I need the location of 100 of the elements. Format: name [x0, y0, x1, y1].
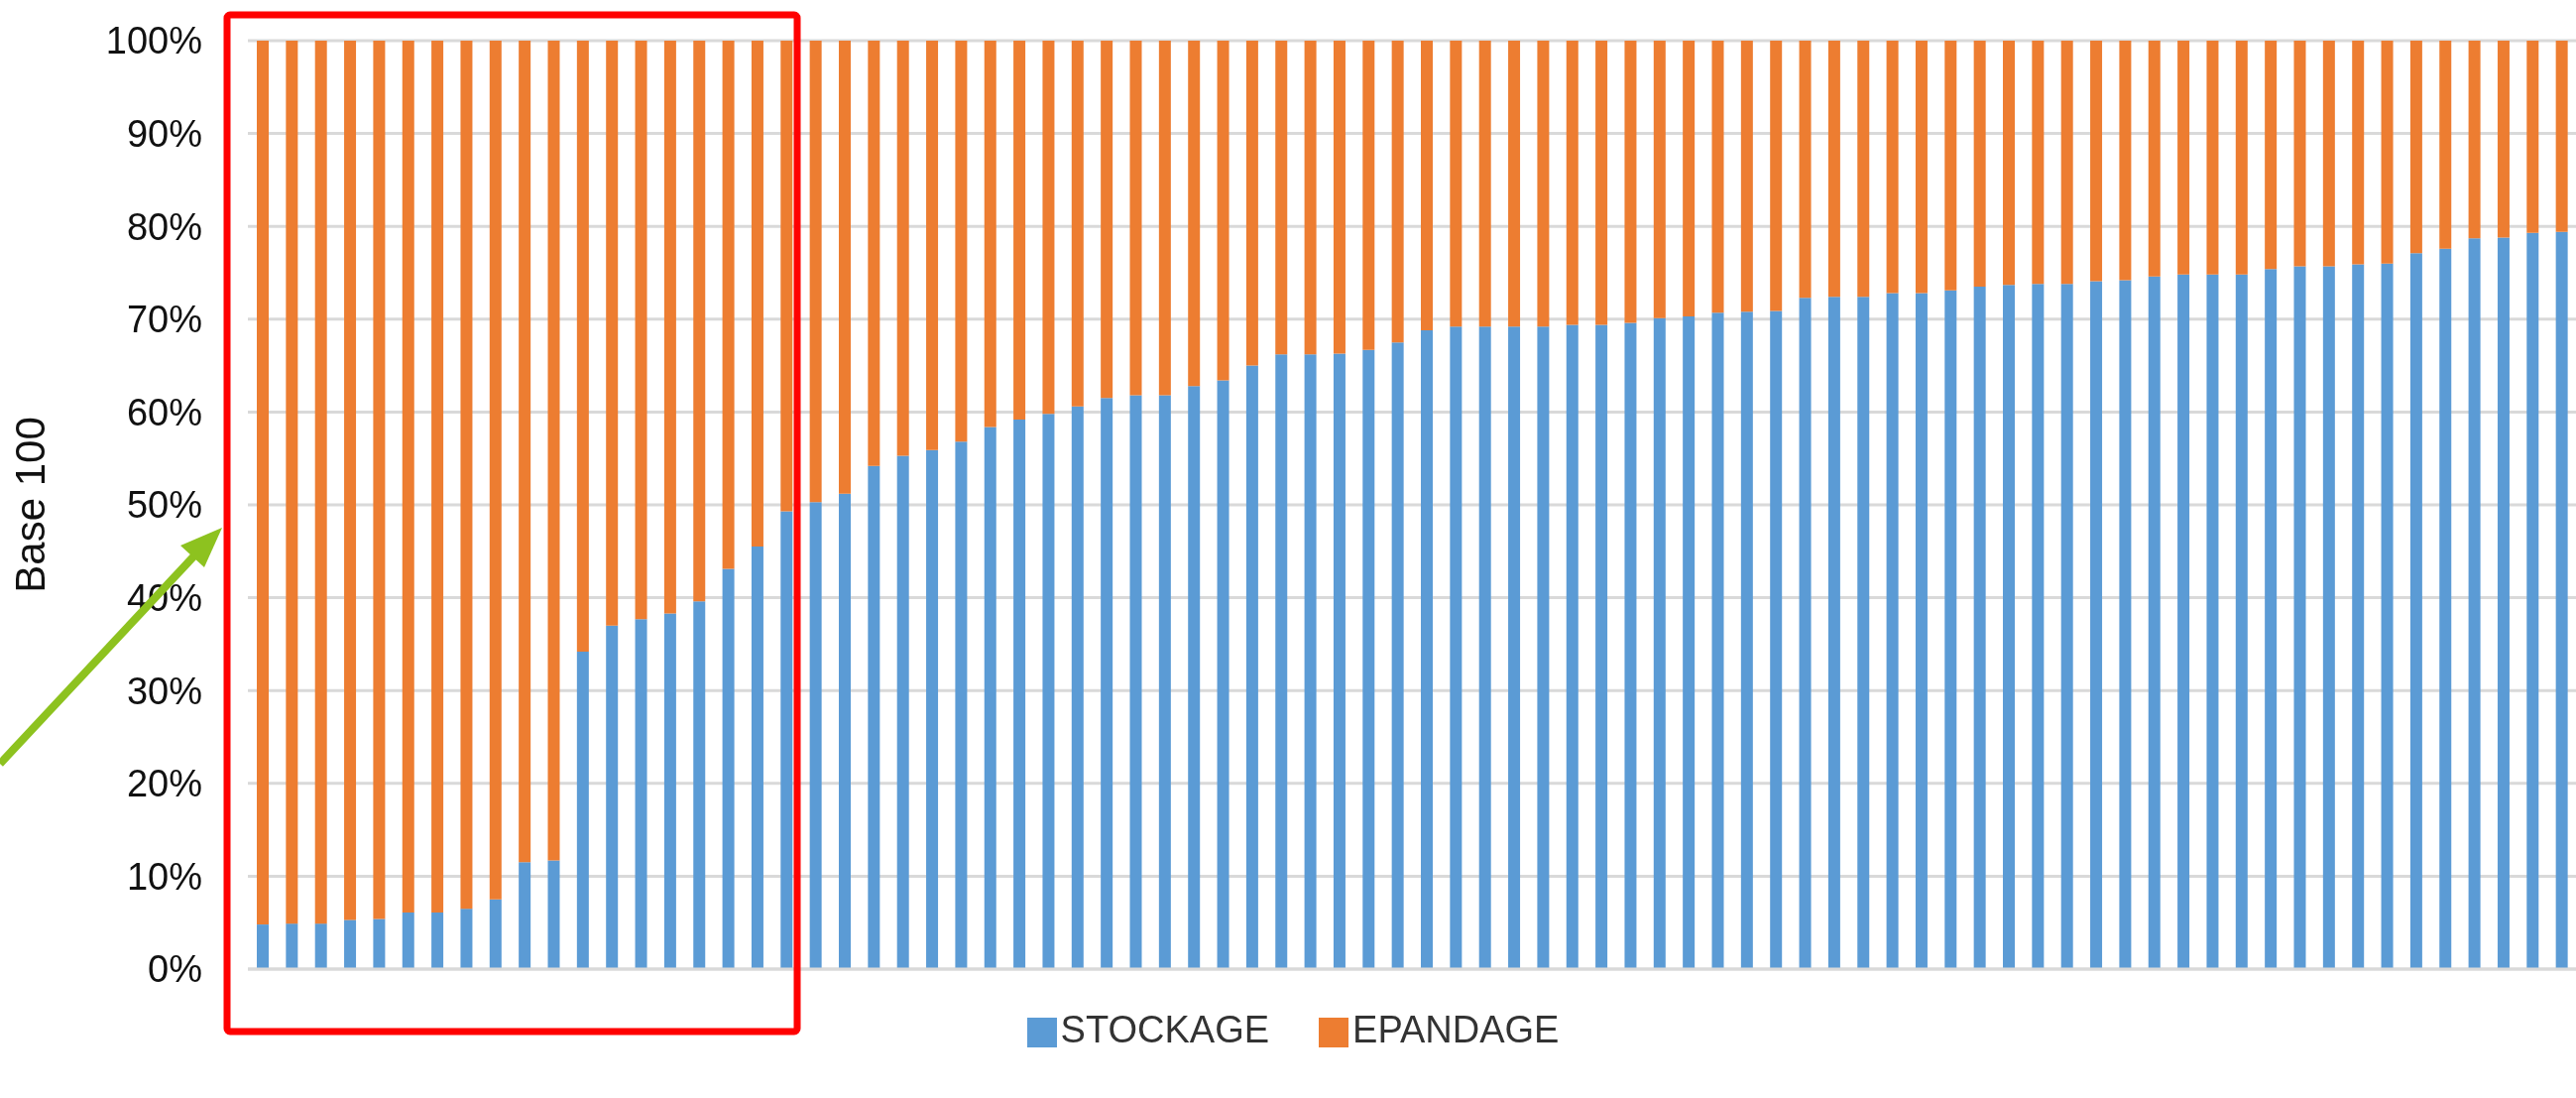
bar: [1158, 41, 1171, 396]
bar: [780, 511, 793, 969]
bar: [1683, 315, 1696, 969]
bar: [2409, 41, 2422, 254]
bar: [373, 918, 386, 969]
bar: [1944, 290, 1957, 969]
bar: [722, 568, 735, 969]
y-tick-label: 30%: [126, 670, 202, 712]
bar: [2293, 266, 2306, 969]
bar: [2497, 237, 2510, 969]
y-tick-label: 80%: [126, 205, 202, 248]
bar: [1653, 41, 1666, 318]
legend-label: EPANDAGE: [1352, 1009, 1560, 1050]
bar: [547, 41, 560, 861]
bar: [2352, 264, 2365, 969]
bar: [1129, 395, 1142, 969]
bar: [1973, 41, 1986, 288]
bar: [693, 601, 706, 969]
bar: [2003, 285, 2015, 969]
bar: [1333, 353, 1346, 969]
legend-label: STOCKAGE: [1060, 1009, 1270, 1050]
bar: [635, 41, 647, 620]
bar: [1478, 326, 1491, 969]
bar: [1217, 41, 1229, 381]
y-tick-label: 20%: [126, 763, 202, 805]
bar: [402, 41, 414, 913]
bar: [1478, 41, 1491, 327]
bar: [1566, 324, 1579, 969]
bar: [402, 912, 414, 969]
bar: [663, 613, 676, 969]
bar: [2235, 41, 2248, 275]
bar: [868, 465, 880, 969]
bar: [1915, 293, 1928, 969]
bar: [1158, 395, 1171, 969]
bar: [1799, 41, 1812, 299]
bar: [2322, 41, 2335, 267]
bar: [2119, 280, 2132, 969]
bar: [1827, 297, 1840, 969]
y-tick-label: 100%: [105, 20, 202, 62]
bar: [2032, 41, 2045, 285]
bar: [2526, 232, 2539, 969]
bar: [2090, 41, 2103, 282]
bar: [1013, 41, 1026, 420]
bar: [2177, 274, 2190, 969]
bar: [2497, 41, 2510, 238]
bar: [1566, 41, 1579, 325]
bar: [1799, 298, 1812, 969]
bar: [1304, 354, 1317, 969]
bar: [460, 909, 473, 969]
bar: [1595, 41, 1608, 325]
bar: [1333, 41, 1346, 354]
bar: [926, 449, 939, 969]
bar: [1886, 293, 1899, 969]
bar: [1071, 41, 1084, 407]
bar: [2119, 41, 2132, 281]
bar: [1245, 365, 1258, 969]
y-tick-label: 70%: [126, 299, 202, 341]
bar: [1071, 406, 1084, 969]
bar: [1537, 41, 1550, 327]
bar: [2090, 281, 2103, 969]
bar: [2555, 41, 2568, 232]
bar: [926, 41, 939, 450]
bar: [2293, 41, 2306, 267]
bar: [519, 862, 531, 969]
bar: [751, 41, 763, 548]
bar: [1624, 322, 1637, 969]
bar: [1391, 342, 1404, 969]
bar: [1711, 41, 1724, 313]
bar: [2060, 41, 2073, 285]
bar: [489, 41, 502, 900]
bar: [1857, 297, 1870, 969]
bar: [1450, 326, 1463, 969]
bar: [1857, 41, 1870, 298]
bar: [693, 41, 706, 602]
bar: [606, 41, 619, 626]
bar: [1973, 287, 1986, 969]
bar: [1683, 41, 1696, 316]
bar: [576, 651, 589, 969]
bar: [839, 493, 851, 969]
bar: [1508, 326, 1521, 969]
bar: [286, 923, 298, 969]
bar: [1944, 41, 1957, 291]
bar: [1886, 41, 1899, 294]
bar: [257, 41, 269, 925]
bar: [431, 912, 444, 969]
bar: [2032, 284, 2045, 969]
y-tick-label: 60%: [126, 391, 202, 433]
bar: [2468, 41, 2481, 239]
bar: [2206, 41, 2219, 275]
bar: [2322, 266, 2335, 969]
bar: [1101, 398, 1113, 969]
bar: [344, 41, 357, 920]
bar: [1740, 311, 1753, 969]
bar: [663, 41, 676, 614]
bar: [839, 41, 851, 494]
y-tick-label: 50%: [126, 484, 202, 527]
bar: [2381, 263, 2394, 969]
bar: [1362, 349, 1375, 969]
bar: [373, 41, 386, 919]
y-tick-label: 90%: [126, 113, 202, 156]
